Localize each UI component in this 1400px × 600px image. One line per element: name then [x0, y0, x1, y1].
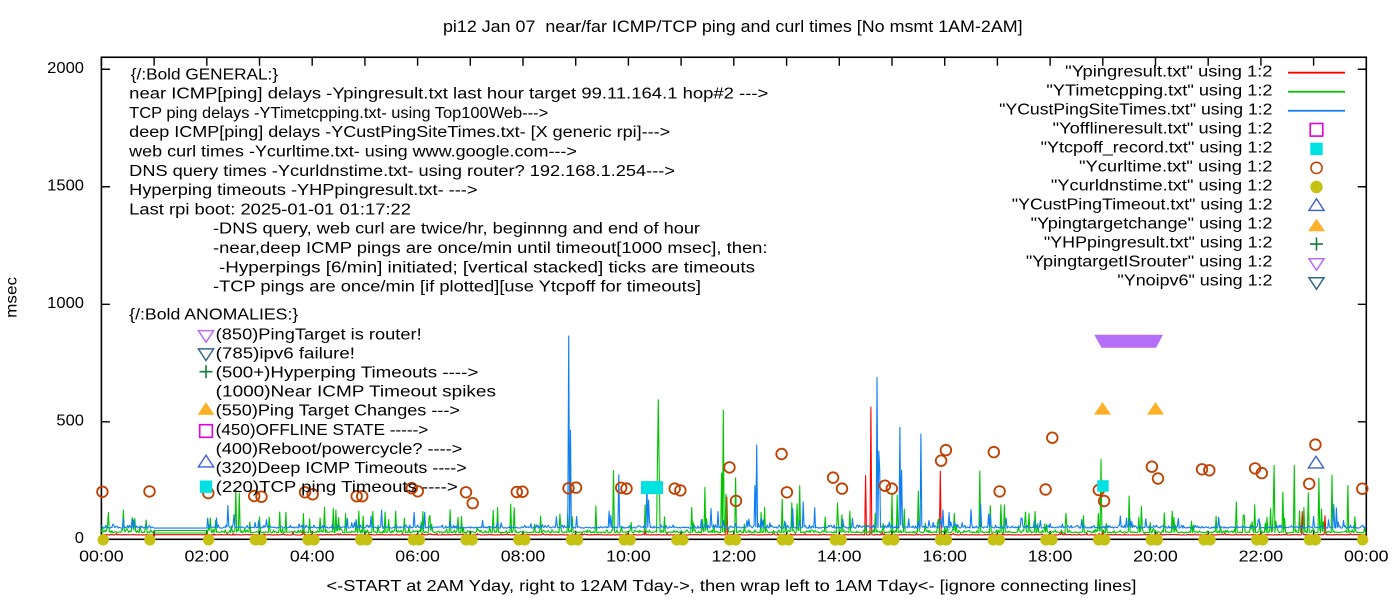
svg-text:02:00: 02:00 [185, 549, 230, 566]
svg-text:deep ICMP[ping] delays -YCustP: deep ICMP[ping] delays -YCustPingSiteTim… [129, 124, 670, 141]
svg-text:1500: 1500 [47, 177, 84, 194]
svg-text:-DNS query, web curl are twice: -DNS query, web curl are twice/hr, begin… [213, 221, 700, 238]
svg-text:TCP ping delays -YTimetcpping.: TCP ping delays -YTimetcpping.txt- using… [129, 105, 548, 122]
svg-text:20:00: 20:00 [1133, 549, 1178, 566]
svg-text:"Ynoipv6" using 1:2: "Ynoipv6" using 1:2 [1117, 273, 1272, 290]
svg-text:0: 0 [75, 530, 85, 547]
svg-text:(550)Ping Target Changes --->: (550)Ping Target Changes ---> [216, 403, 460, 420]
svg-text:22:00: 22:00 [1239, 549, 1284, 566]
svg-text:08:00: 08:00 [501, 549, 546, 566]
svg-text:(220)TCP ping Timeouts ---->: (220)TCP ping Timeouts ----> [216, 479, 458, 496]
svg-text:near ICMP[ping] delays -Ypingr: near ICMP[ping] delays -Ypingresult.txt … [129, 86, 768, 103]
svg-text:(1000)Near ICMP Timeout spikes: (1000)Near ICMP Timeout spikes [216, 384, 497, 401]
svg-text:-Hyperpings [6/min] initiated;: -Hyperpings [6/min] initiated; [vertical… [219, 259, 755, 276]
svg-text:"Yofflineresult.txt" using 1:2: "Yofflineresult.txt" using 1:2 [1053, 120, 1273, 137]
svg-text:1000: 1000 [47, 295, 84, 312]
svg-text:pi12 Jan 07 near/far ICMP/TCP: pi12 Jan 07 near/far ICMP/TCP ping and c… [443, 18, 1023, 36]
svg-text:10:00: 10:00 [606, 549, 651, 566]
svg-text:"Ycurldnstime.txt" using 1:2: "Ycurldnstime.txt" using 1:2 [1051, 178, 1273, 195]
svg-text:00:00: 00:00 [79, 549, 124, 566]
svg-text:Hyperping timeouts -YHPpingres: Hyperping timeouts -YHPpingresult.txt- -… [129, 182, 477, 199]
svg-text:14:00: 14:00 [817, 549, 862, 566]
svg-text:(850)PingTarget is router!: (850)PingTarget is router! [216, 327, 422, 344]
svg-text:Last rpi boot: 2025-01-01 01:1: Last rpi boot: 2025-01-01 01:17:22 [129, 201, 411, 218]
svg-text:-near,deep ICMP pings are once: -near,deep ICMP pings are once/min until… [213, 240, 768, 257]
svg-text:"YCustPingSiteTimes.txt" using: "YCustPingSiteTimes.txt" using 1:2 [999, 101, 1272, 118]
svg-text:(320)Deep ICMP Timeouts ---->: (320)Deep ICMP Timeouts ----> [216, 460, 467, 477]
svg-text:<-START at 2AM Yday, right to: <-START at 2AM Yday, right to 12AM Tday-… [327, 578, 1137, 595]
svg-text:(500+)Hyperping Timeouts ---->: (500+)Hyperping Timeouts ----> [216, 365, 479, 382]
svg-text:"Ytcpoff_record.txt" using 1:2: "Ytcpoff_record.txt" using 1:2 [1041, 139, 1273, 156]
svg-text:12:00: 12:00 [712, 549, 757, 566]
svg-text:18:00: 18:00 [1028, 549, 1073, 566]
svg-text:-TCP pings are once/min [if pl: -TCP pings are once/min [if plotted][use… [213, 279, 701, 296]
svg-text:"YpingtargetISrouter" using 1:: "YpingtargetISrouter" using 1:2 [1026, 254, 1273, 271]
svg-text:"Ycurltime.txt" using 1:2: "Ycurltime.txt" using 1:2 [1079, 159, 1273, 176]
svg-text:500: 500 [56, 412, 84, 429]
svg-text:"YHPpingresult.txt" using 1:2: "YHPpingresult.txt" using 1:2 [1044, 235, 1273, 252]
svg-text:"Ypingresult.txt" using 1:2: "Ypingresult.txt" using 1:2 [1065, 63, 1272, 80]
svg-text:16:00: 16:00 [922, 549, 967, 566]
svg-text:"YTimetcpping.txt" using 1:2: "YTimetcpping.txt" using 1:2 [1046, 82, 1272, 99]
svg-text:"YCustPingTimeout.txt" using 1: "YCustPingTimeout.txt" using 1:2 [1012, 197, 1273, 214]
svg-text:{/:Bold GENERAL:}: {/:Bold GENERAL:} [131, 66, 278, 83]
svg-text:04:00: 04:00 [290, 549, 335, 566]
svg-text:(785)ipv6 failure!: (785)ipv6 failure! [216, 346, 355, 363]
svg-text:{/:Bold ANOMALIES:}: {/:Bold ANOMALIES:} [129, 307, 298, 324]
svg-text:2000: 2000 [47, 60, 84, 77]
svg-text:(400)Reboot/powercycle? ---->: (400)Reboot/powercycle? ----> [216, 441, 463, 458]
svg-text:DNS query times -Ycurldnstime.: DNS query times -Ycurldnstime.txt- using… [129, 163, 675, 180]
svg-text:web curl times -Ycurltime.txt-: web curl times -Ycurltime.txt- using www… [128, 144, 577, 161]
svg-text:msec: msec [3, 277, 20, 318]
svg-text:"Ypingtargetchange" using 1:2: "Ypingtargetchange" using 1:2 [1031, 216, 1273, 233]
svg-text:00:00: 00:00 [1344, 549, 1389, 566]
svg-text:(450)OFFLINE STATE ----->: (450)OFFLINE STATE -----> [216, 422, 429, 439]
svg-text:06:00: 06:00 [395, 549, 440, 566]
